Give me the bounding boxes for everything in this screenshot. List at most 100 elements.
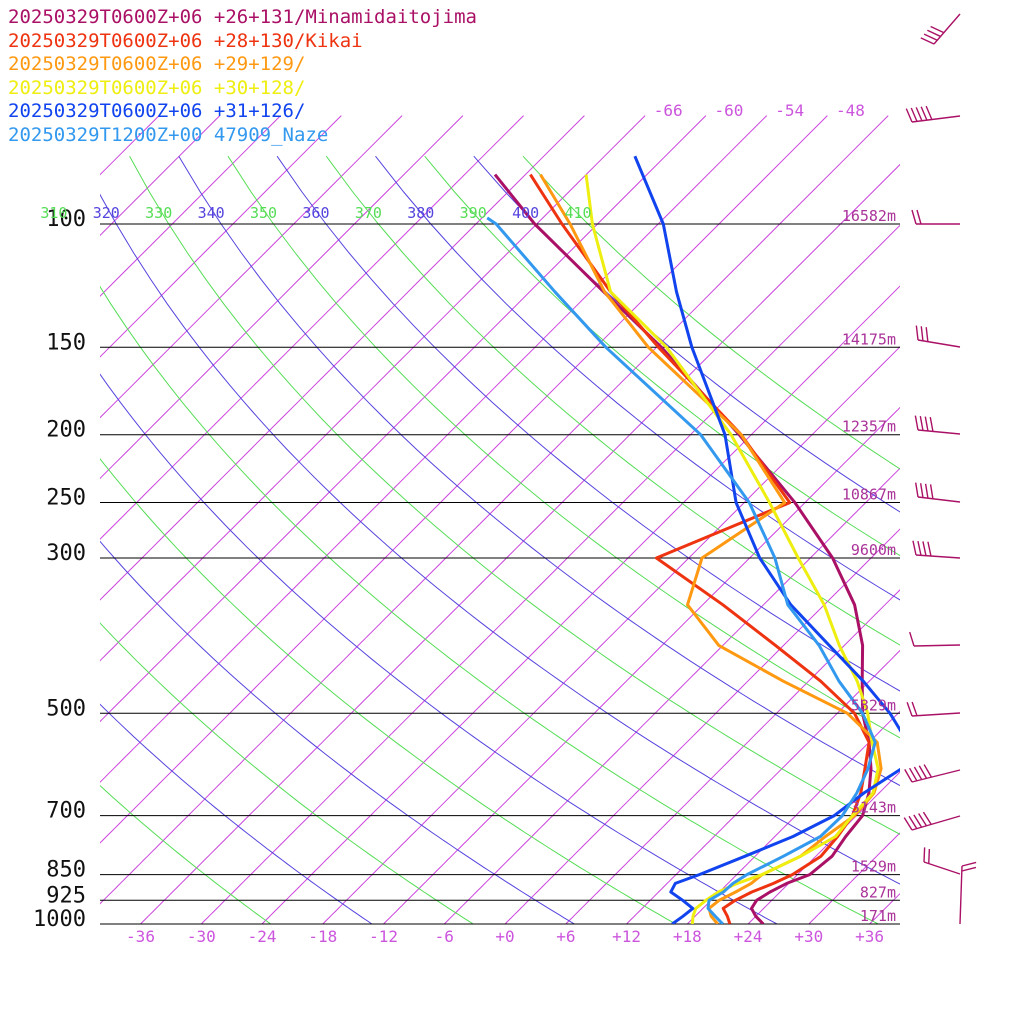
height-label: 1529m	[851, 858, 896, 876]
isotherm-line	[626, 649, 900, 924]
isotherm-line	[200, 224, 900, 924]
isotherm-line	[100, 115, 524, 540]
legend: 20250329T0600Z+06 +26+131/Minamidaitojim…	[8, 6, 477, 148]
temperature-tick-label: -12	[369, 927, 398, 946]
legend-entry: 20250329T1200Z+00 47909_Naze	[8, 123, 329, 146]
isotherm-line	[747, 771, 900, 924]
pressure-label: 850	[46, 858, 86, 883]
temperature-tick-label: -6	[435, 927, 454, 946]
height-label: 12357m	[842, 418, 896, 436]
pressure-label: 150	[46, 330, 86, 355]
theta-label: 340	[198, 204, 225, 222]
dry-adiabat-line	[522, 155, 900, 470]
dry-adiabat-line	[100, 540, 575, 924]
isotherm-line	[322, 346, 900, 924]
height-label: 9600m	[851, 541, 896, 559]
height-label: 14175m	[842, 330, 896, 348]
height-label: 171m	[860, 907, 896, 925]
height-label: 10867m	[842, 486, 896, 504]
height-label: 827m	[860, 883, 896, 901]
theta-label: 410	[564, 204, 591, 222]
chart-labels: 100 16582m 150 14175m 200 12357m 250 10867m 300 9…	[33, 101, 896, 946]
pressure-label: 925	[46, 883, 86, 908]
theta-label: 380	[407, 204, 434, 222]
legend-entry: 20250329T0600Z+06 +28+130/Kikai	[8, 29, 363, 52]
wind-barb	[905, 105, 961, 123]
wind-barb	[923, 847, 961, 875]
dry-adiabat-line	[100, 784, 271, 924]
dry-adiabat-line	[100, 622, 474, 924]
theta-label: 390	[460, 204, 487, 222]
wind-barb	[914, 482, 961, 503]
dry-adiabat-line	[375, 155, 900, 601]
temperature-tick-label: +24	[734, 927, 763, 946]
theta-label: 360	[302, 204, 329, 222]
pressure-label: 1000	[33, 907, 86, 932]
dry-adiabat-line	[100, 373, 778, 924]
isotherm-line	[565, 589, 900, 924]
isotherm-label: -60	[714, 101, 743, 120]
isotherm-line	[100, 115, 707, 723]
dry-adiabat-line	[424, 155, 900, 557]
isotherm-line	[100, 115, 889, 905]
wind-barb	[920, 13, 961, 45]
temperature-tick-label: +0	[495, 927, 514, 946]
temperature-tick-label: -30	[187, 927, 216, 946]
isotherm-line	[140, 163, 900, 924]
pressure-label: 700	[46, 799, 86, 824]
isotherm-line	[443, 467, 900, 924]
wind-barbs	[903, 13, 977, 925]
wind-barb	[904, 764, 961, 783]
isotherm-label: -66	[654, 101, 683, 120]
theta-label: 370	[355, 204, 382, 222]
temperature-tick-label: +12	[612, 927, 641, 946]
temperature-tick-label: -18	[308, 927, 337, 946]
wind-barb	[911, 209, 960, 225]
pressure-label: 200	[46, 418, 86, 443]
isotherm-label: -54	[775, 101, 804, 120]
temperature-tick-label: -24	[248, 927, 277, 946]
theta-label: 320	[93, 204, 120, 222]
theta-label: 330	[145, 204, 172, 222]
height-label: 3143m	[851, 799, 896, 817]
isotherm-line	[100, 115, 221, 237]
isotherm-line	[100, 115, 585, 601]
temperature-tick-label: +30	[794, 927, 823, 946]
wind-barb	[914, 415, 961, 435]
wind-barb	[915, 325, 961, 348]
dry-adiabat-line	[100, 285, 879, 924]
isotherm-line	[808, 832, 900, 924]
wind-barb	[906, 701, 961, 717]
temperature-tick-label: +36	[855, 927, 884, 946]
temperature-tick-label: -36	[126, 927, 155, 946]
temperature-tick-label: +18	[673, 927, 702, 946]
pressure-level-lines	[100, 223, 900, 925]
legend-entry: 20250329T0600Z+06 +26+131/Minamidaitojim…	[8, 6, 477, 28]
dry-adiabat-line	[100, 193, 900, 885]
dry-adiabat-line	[100, 703, 373, 924]
isotherm-line	[100, 115, 768, 783]
sounding-series	[486, 155, 900, 924]
theta-label: 400	[512, 204, 539, 222]
dry-adiabat-line	[129, 155, 900, 835]
height-label: 16582m	[842, 207, 896, 225]
dry-adiabat-line	[325, 155, 900, 646]
pressure-label: 300	[46, 541, 86, 566]
legend-entry: 20250329T0600Z+06 +31+126/	[8, 100, 306, 123]
series-line	[486, 216, 877, 924]
height-label: 5829m	[851, 696, 896, 714]
isotherm-line	[100, 115, 464, 480]
wind-barb	[909, 631, 961, 647]
pressure-label: 250	[46, 486, 86, 511]
isotherm-line	[686, 710, 900, 924]
theta-label: 350	[250, 204, 277, 222]
wind-barb	[959, 861, 977, 925]
legend-entry: 20250329T0600Z+06 +30+128/	[8, 76, 306, 99]
isotherm-line	[261, 285, 900, 924]
pressure-label: 100	[46, 207, 86, 232]
dry-adiabat-lines	[100, 155, 900, 924]
series-line	[539, 173, 883, 924]
dry-adiabat-line	[227, 155, 900, 739]
dry-adiabat-line	[100, 458, 676, 924]
